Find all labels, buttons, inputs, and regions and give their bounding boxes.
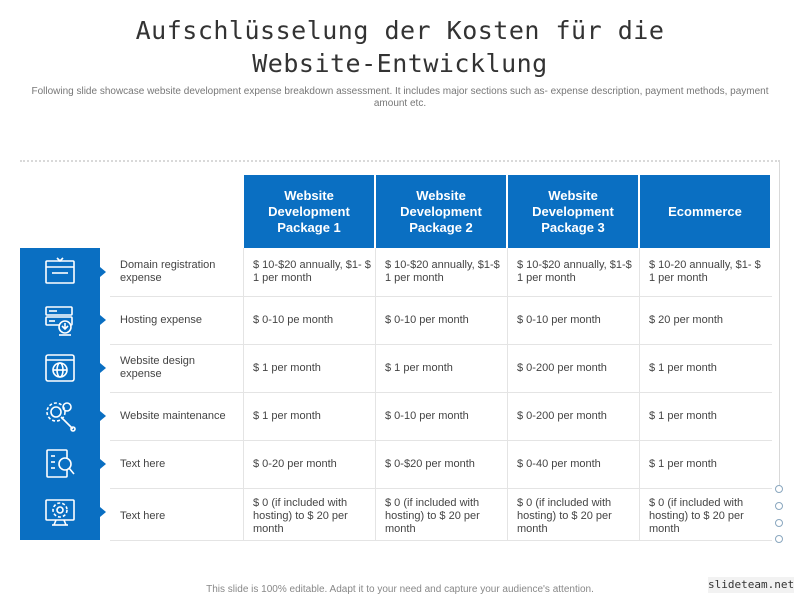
table-cell: $ 1 per month — [385, 361, 453, 374]
table-cell: $ 0-10 pe month — [253, 313, 334, 326]
row-divider — [110, 344, 772, 345]
table-cell: $ 1 per month — [649, 361, 717, 374]
table-cell: $ 0 (if included with hosting) to $ 20 p… — [649, 496, 744, 535]
column-divider — [507, 248, 508, 540]
table-cell: $ 0-10 per month — [385, 313, 469, 326]
table-cell: $ 0-20 per month — [253, 457, 337, 470]
row-label-text-2: Text here — [120, 509, 166, 522]
title-line-1: Aufschlüsselung der Kosten für die — [135, 16, 665, 45]
right-border-line — [779, 161, 780, 491]
column-divider — [639, 248, 640, 540]
row-divider — [110, 488, 772, 489]
table-cell: $ 0-$20 per month — [385, 457, 475, 470]
title-line-2: Website-Entwicklung — [252, 49, 548, 78]
row-divider — [110, 296, 772, 297]
row-label-text-1: Text here — [120, 457, 166, 470]
row-divider — [110, 440, 772, 441]
dotted-divider — [20, 160, 780, 162]
row-divider — [110, 392, 772, 393]
table-cell: $ 10-$20 annually, $1-$ 1 per month — [517, 259, 632, 284]
row-label-domain: Domain registration expense — [120, 259, 216, 284]
table-cell: $ 1 per month — [649, 409, 717, 422]
document-search-icon — [20, 440, 106, 488]
table-cell: $ 0-40 per month — [517, 457, 601, 470]
column-divider — [375, 248, 376, 540]
table-cell: $ 1 per month — [253, 409, 321, 422]
monitor-gear-icon — [20, 488, 106, 536]
slide-subtitle: Following slide showcase website develop… — [31, 86, 769, 109]
browser-window-icon — [20, 248, 106, 296]
gear-wrench-icon — [20, 392, 106, 440]
header-ecommerce: Ecommerce — [640, 175, 770, 248]
table-cell: $ 0 (if included with hosting) to $ 20 p… — [385, 496, 480, 535]
table-cell: $ 0 (if included with hosting) to $ 20 p… — [517, 496, 612, 535]
table-cell: $ 20 per month — [649, 313, 723, 326]
table-cell: $ 0-10 per month — [517, 313, 601, 326]
table-cell: $ 10-$20 annually, $1- $ 1 per month — [253, 259, 371, 284]
table-cell: $ 1 per month — [649, 457, 717, 470]
decor-circle — [775, 502, 783, 510]
header-package-2: Website Development Package 2 — [376, 175, 506, 248]
table-cell: $ 0-200 per month — [517, 361, 607, 374]
header-package-1: Website Development Package 1 — [244, 175, 374, 248]
watermark: slideteam.net — [708, 577, 795, 593]
decor-circle — [775, 535, 783, 543]
server-download-icon — [20, 296, 106, 344]
slide-title: Aufschlüsselung der Kosten für die Websi… — [0, 14, 800, 80]
row-divider — [110, 540, 772, 541]
table-cell: $ 10-$20 annually, $1-$ 1 per month — [385, 259, 500, 284]
table-cell: $ 0-200 per month — [517, 409, 607, 422]
decor-circle — [775, 519, 783, 527]
web-globe-icon — [20, 344, 106, 392]
decor-circle — [775, 485, 783, 493]
row-label-maintenance: Website maintenance — [120, 409, 226, 422]
footer-note: This slide is 100% editable. Adapt it to… — [206, 584, 594, 595]
header-package-3: Website Development Package 3 — [508, 175, 638, 248]
table-cell: $ 1 per month — [253, 361, 321, 374]
table-cell: $ 0 (if included with hosting) to $ 20 p… — [253, 496, 348, 535]
table-cell: $ 10-20 annually, $1- $ 1 per month — [649, 259, 761, 284]
icon-column — [20, 248, 106, 540]
row-label-design: Website design expense — [120, 355, 196, 380]
table-cell: $ 0-10 per month — [385, 409, 469, 422]
row-label-hosting: Hosting expense — [120, 313, 202, 326]
column-divider — [243, 248, 244, 540]
